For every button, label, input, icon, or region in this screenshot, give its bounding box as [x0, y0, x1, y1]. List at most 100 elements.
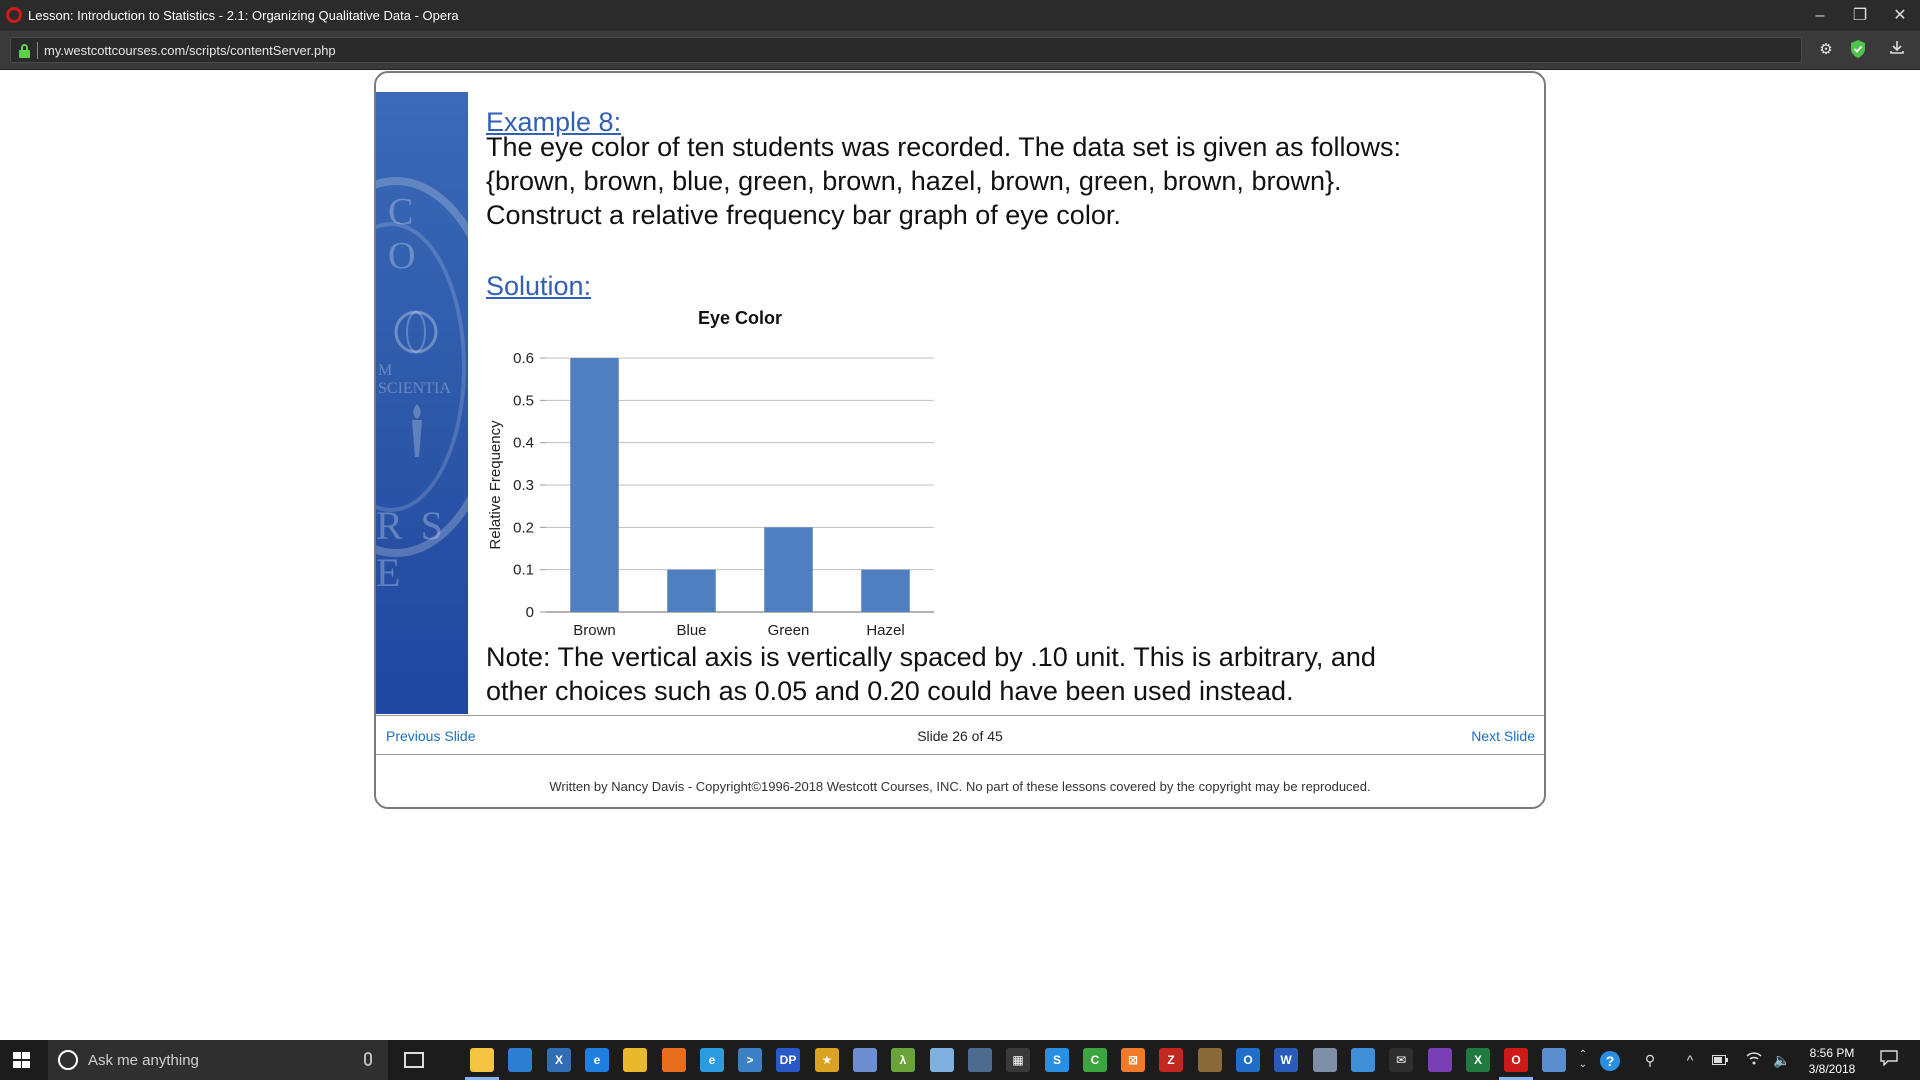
opera-icon[interactable]: O	[1504, 1048, 1528, 1072]
control-panel-icon[interactable]	[1542, 1048, 1566, 1072]
battery-icon[interactable]	[1710, 1050, 1730, 1070]
wifi-icon[interactable]	[1744, 1050, 1764, 1070]
x-tick-label: Green	[768, 622, 810, 639]
windows-start-icon[interactable]	[13, 1052, 30, 1068]
word-icon[interactable]: W	[1274, 1048, 1298, 1072]
note-line-1: Note: The vertical axis is vertically sp…	[486, 642, 1376, 672]
file-explorer-icon[interactable]	[470, 1048, 494, 1072]
tray-overflow-chevron-icon[interactable]: ^	[1686, 1052, 1694, 1068]
note-line-2: other choices such as 0.05 and 0.20 coul…	[486, 676, 1294, 706]
chrome-icon[interactable]	[623, 1048, 647, 1072]
y-tick-label: 0.1	[513, 562, 534, 579]
previous-slide-link[interactable]: Previous Slide	[386, 728, 476, 744]
help-icon[interactable]: ?	[1598, 1050, 1622, 1071]
media-app-icon[interactable]	[1198, 1048, 1222, 1072]
search-placeholder: Ask me anything	[88, 1052, 199, 1069]
chart-title: Eye Color	[698, 308, 782, 328]
remote-desktop-icon[interactable]	[1351, 1048, 1375, 1072]
lock-icon	[19, 44, 30, 58]
y-tick-label: 0.4	[513, 435, 534, 452]
lesson-frame: C O M SCIENTIA R S E Example 8: The eye …	[374, 71, 1546, 809]
camtasia-icon[interactable]: C	[1083, 1048, 1107, 1072]
active-app-indicator	[1499, 1077, 1533, 1080]
cortana-icon	[58, 1050, 78, 1070]
skype-icon[interactable]: S	[1045, 1048, 1069, 1072]
notepad-icon[interactable]	[930, 1048, 954, 1072]
copyright-footer: Written by Nancy Davis - Copyright©1996-…	[549, 779, 1371, 794]
eye-color-bar-chart: Eye Color 0 0.1 0.2 0.3 0.4 0.5 0.6 Brown Blue Gre…	[487, 308, 934, 639]
decorative-sidebar: C O M SCIENTIA R S E	[376, 92, 468, 714]
close-button[interactable]: ✕	[1893, 7, 1907, 24]
bar-green	[764, 527, 813, 612]
problem-line-1: The eye color of ten students was record…	[486, 132, 1401, 162]
bar-brown	[570, 358, 619, 612]
download-icon[interactable]	[1886, 39, 1908, 61]
address-bar: my.westcottcourses.com/scripts/contentSe…	[0, 31, 1920, 70]
x-tick-label: Hazel	[866, 622, 904, 639]
calculator-icon[interactable]: ▦	[1006, 1048, 1030, 1072]
window-title: Lesson: Introduction to Statistics - 2.1…	[28, 8, 459, 23]
solution-heading[interactable]: Solution:	[486, 271, 592, 301]
excel-icon[interactable]: X	[1466, 1048, 1490, 1072]
seal-text-middle: M SCIENTIA	[378, 362, 451, 397]
notifications-icon[interactable]	[1878, 1050, 1900, 1070]
powershell-icon[interactable]: >	[738, 1048, 762, 1072]
lambda-app-icon[interactable]: λ	[891, 1048, 915, 1072]
torch-icon	[412, 404, 422, 457]
window-title-bar: Lesson: Introduction to Statistics - 2.1…	[0, 0, 1920, 31]
outlook-icon[interactable]: O	[1236, 1048, 1260, 1072]
y-tick-label: 0.2	[513, 519, 534, 536]
people-icon[interactable]: ⚲	[1644, 1052, 1656, 1068]
problem-line-2: {brown, brown, blue, green, brown, hazel…	[486, 166, 1342, 196]
url-field[interactable]: my.westcottcourses.com/scripts/contentSe…	[10, 37, 1802, 63]
bar-hazel	[861, 569, 910, 612]
ie-icon[interactable]: e	[700, 1048, 724, 1072]
edge-icon[interactable]: e	[585, 1048, 609, 1072]
url-separator	[37, 42, 38, 59]
xampp-icon[interactable]: ⊠	[1121, 1048, 1145, 1072]
task-view-icon[interactable]	[404, 1052, 424, 1068]
star-app-icon[interactable]: ★	[815, 1048, 839, 1072]
url-text[interactable]: my.westcottcourses.com/scripts/contentSe…	[44, 43, 336, 58]
y-axis-label: Relative Frequency	[487, 420, 504, 550]
filezilla-icon[interactable]: Z	[1159, 1048, 1183, 1072]
volume-icon[interactable]: 🔈	[1773, 1052, 1791, 1068]
people-app-icon[interactable]	[1313, 1048, 1337, 1072]
network-app-icon[interactable]	[968, 1048, 992, 1072]
firefox-icon[interactable]	[662, 1048, 686, 1072]
x-app-icon[interactable]: X	[547, 1048, 571, 1072]
y-tick-label: 0.5	[513, 392, 534, 409]
show-more-taskbar-icon[interactable]: ⌃ ⌄	[1578, 1049, 1588, 1070]
gear-icon[interactable]: ⚙	[1819, 41, 1833, 58]
mail-icon[interactable]: ✉	[1389, 1048, 1413, 1072]
example-heading[interactable]: Example 8:	[486, 107, 622, 137]
y-tick-label: 0.3	[513, 477, 534, 494]
taskbar-search-box[interactable]: Ask me anything	[48, 1040, 388, 1080]
x-tick-label: Blue	[676, 622, 706, 639]
svg-text:?: ?	[1606, 1053, 1615, 1069]
store-icon[interactable]	[508, 1048, 532, 1072]
clock-date: 3/8/2018	[1808, 1062, 1856, 1076]
paint-icon[interactable]	[853, 1048, 877, 1072]
y-tick-label: 0.6	[513, 350, 534, 367]
active-app-indicator	[465, 1077, 499, 1080]
clock-time: 8:56 PM	[1809, 1046, 1855, 1060]
shield-check-icon[interactable]	[1847, 39, 1869, 61]
globe-icon	[394, 310, 438, 354]
visual-studio-icon[interactable]	[1428, 1048, 1452, 1072]
bar-blue	[667, 569, 716, 612]
taskbar-clock[interactable]: 8:56 PM 3/8/2018	[1792, 1045, 1872, 1077]
y-tick-label: 0	[526, 604, 534, 621]
problem-line-3: Construct a relative frequency bar graph…	[486, 200, 1121, 230]
minimize-button[interactable]: –	[1815, 7, 1825, 24]
slide-navigation: Previous Slide Slide 26 of 45 Next Slide	[376, 715, 1544, 755]
microphone-icon[interactable]	[364, 1052, 372, 1066]
seal-text-top: C O	[388, 191, 422, 277]
x-tick-label: Brown	[573, 622, 616, 639]
next-slide-link[interactable]: Next Slide	[1471, 728, 1535, 744]
restore-button[interactable]: ❐	[1852, 7, 1868, 24]
seal-text-bottom: R S E	[376, 503, 447, 595]
opera-logo-icon	[6, 7, 22, 23]
dp-app-icon[interactable]: DP	[776, 1048, 800, 1072]
